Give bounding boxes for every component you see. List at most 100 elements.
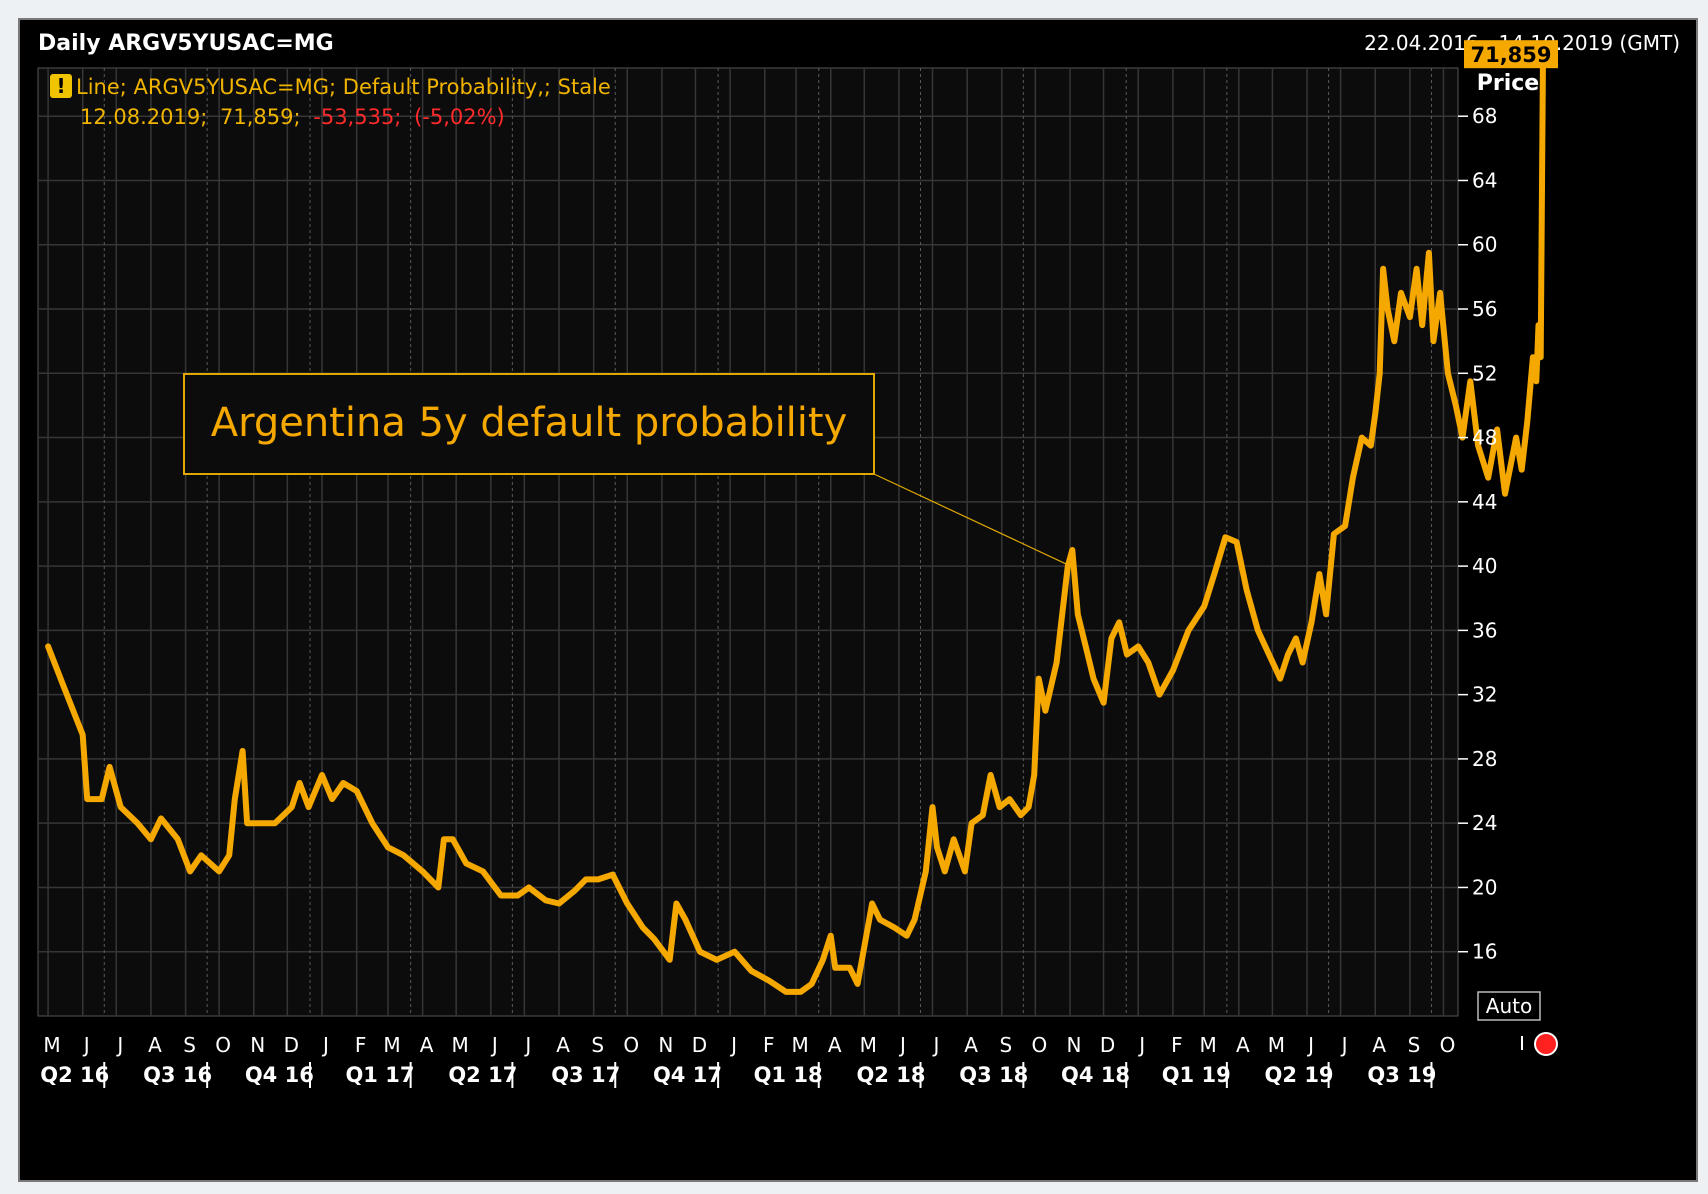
quarter-label: Q2 17	[448, 1063, 517, 1087]
month-label: M	[452, 1033, 469, 1057]
month-label: J	[321, 1033, 329, 1057]
y-tick-label: 44	[1472, 490, 1497, 514]
legend-value: 71,859;	[220, 105, 301, 129]
month-label: S	[999, 1033, 1012, 1057]
y-tick-label: 28	[1472, 747, 1497, 771]
month-label: M	[1268, 1033, 1285, 1057]
annotation-label: Argentina 5y default probability	[211, 400, 848, 446]
quarter-label: Q3 16	[143, 1063, 212, 1087]
quarter-labels: Q2 16 Q3 16 Q4 16 Q1 17 Q2 17 Q3 17 Q4 17 Q1 18…	[40, 1063, 1436, 1087]
month-label: D	[1100, 1033, 1115, 1057]
month-label: J	[82, 1033, 90, 1057]
auto-scale-button-label: Auto	[1486, 994, 1532, 1018]
legend-change-pct: (-5,02%)	[414, 105, 505, 129]
month-label: J	[1306, 1033, 1314, 1057]
plot-frame	[37, 67, 1459, 1017]
current-value-badge	[1464, 40, 1558, 69]
month-label: A	[828, 1033, 842, 1057]
plot-area[interactable]	[37, 51, 1546, 1088]
chart-window: Daily ARGV5YUSAC=MG 22.04.2016 - 14.10.2…	[18, 18, 1698, 1182]
month-label: N	[658, 1033, 673, 1057]
y-tick-label: 40	[1472, 554, 1497, 578]
month-label: A	[148, 1033, 162, 1057]
quarter-label: Q3 18	[959, 1063, 1028, 1087]
month-label: O	[215, 1033, 231, 1057]
month-label: J	[898, 1033, 906, 1057]
month-label: A	[964, 1033, 978, 1057]
month-label: O	[623, 1033, 639, 1057]
live-indicator-icon[interactable]	[1534, 1032, 1558, 1056]
month-label: F	[1171, 1033, 1183, 1057]
month-label: J	[1137, 1033, 1145, 1057]
chart-canvas: Daily ARGV5YUSAC=MG 22.04.2016 - 14.10.2…	[20, 20, 1696, 1180]
month-label: D	[692, 1033, 707, 1057]
legend-date: 12.08.2019;	[80, 105, 207, 129]
live-indicator[interactable]	[1521, 1032, 1558, 1056]
quarter-label: Q1 19	[1162, 1063, 1231, 1087]
chart-title: Daily ARGV5YUSAC=MG	[38, 31, 334, 56]
quarter-label: Q1 17	[345, 1063, 414, 1087]
y-tick-label: 20	[1472, 875, 1497, 899]
month-label: J	[729, 1033, 737, 1057]
month-label: S	[183, 1033, 196, 1057]
month-label: A	[1372, 1033, 1386, 1057]
quarter-label: Q4 16	[245, 1063, 314, 1087]
month-label: M	[860, 1033, 877, 1057]
month-label: F	[763, 1033, 775, 1057]
legend-change: -53,535;	[313, 105, 401, 129]
price-axis[interactable]: Price 16 20 24 28 32 36 40 44 48 52 56 60 64 68 71,85…	[1458, 40, 1558, 1021]
y-tick-labels: 16 20 24 28 32 36 40 44 48 52 56 60 64 68	[1458, 104, 1497, 964]
month-label: A	[1236, 1033, 1250, 1057]
quarter-label: Q1 18	[754, 1063, 823, 1087]
warning-icon	[50, 74, 72, 98]
annotation-box: Argentina 5y default probability	[183, 373, 875, 475]
quarter-label: Q2 18	[856, 1063, 925, 1087]
month-label: M	[43, 1033, 60, 1057]
month-label: D	[284, 1033, 299, 1057]
quarter-separators	[103, 68, 1433, 1088]
y-tick-label: 56	[1472, 297, 1497, 321]
month-label: J	[1340, 1033, 1348, 1057]
month-label: M	[1200, 1033, 1217, 1057]
quarter-label: Q3 19	[1367, 1063, 1436, 1087]
warning-icon-glyph: !	[56, 74, 65, 98]
y-tick-label: 36	[1472, 618, 1497, 642]
legend-line1: Line; ARGV5YUSAC=MG; Default Probability…	[76, 75, 611, 99]
y-tick-label: 52	[1472, 361, 1497, 385]
month-label: M	[383, 1033, 400, 1057]
series-line-argv5yusac	[45, 51, 1546, 995]
y-tick-label: 64	[1472, 168, 1497, 192]
month-label: J	[115, 1033, 123, 1057]
legend-box: ! Line; ARGV5YUSAC=MG; Default Probabili…	[50, 74, 611, 129]
month-label: A	[556, 1033, 570, 1057]
month-label: J	[932, 1033, 940, 1057]
y-tick-label: 68	[1472, 104, 1497, 128]
month-label: O	[1031, 1033, 1047, 1057]
y-tick-label: 24	[1472, 811, 1497, 835]
annotation-frame	[183, 373, 875, 475]
month-label: J	[523, 1033, 531, 1057]
month-label: S	[591, 1033, 604, 1057]
current-value-label: 71,859	[1470, 43, 1551, 67]
month-label: A	[420, 1033, 434, 1057]
month-label: N	[250, 1033, 265, 1057]
quarter-label: Q2 16	[40, 1063, 109, 1087]
price-axis-title: Price	[1477, 71, 1539, 96]
annotation-leader-line	[873, 473, 1067, 565]
month-label: N	[1067, 1033, 1082, 1057]
quarter-label: Q4 17	[653, 1063, 722, 1087]
grid-vertical	[47, 68, 1445, 1016]
y-tick-label: 32	[1472, 683, 1497, 707]
y-tick-label: 48	[1472, 426, 1497, 450]
auto-scale-button[interactable]	[1477, 991, 1541, 1021]
quarter-label: Q3 17	[551, 1063, 620, 1087]
y-tick-label: 16	[1472, 940, 1497, 964]
y-tick-label: 60	[1472, 233, 1497, 257]
quarter-label: Q2 19	[1265, 1063, 1334, 1087]
month-label: F	[355, 1033, 367, 1057]
month-label: S	[1408, 1033, 1421, 1057]
quarter-label: Q4 18	[1061, 1063, 1130, 1087]
month-label: J	[490, 1033, 498, 1057]
